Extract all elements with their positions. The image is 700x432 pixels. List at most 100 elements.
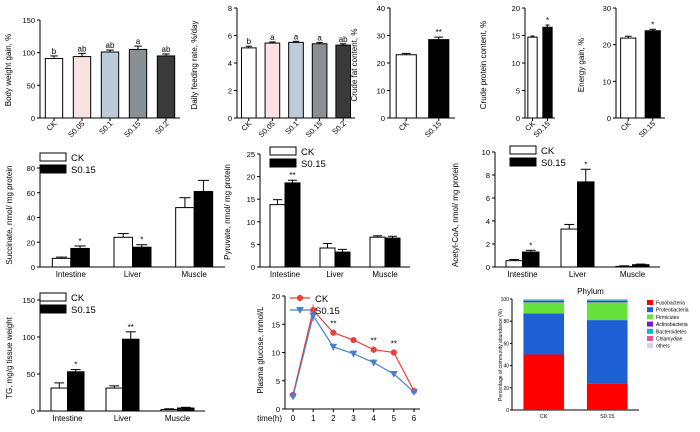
x-tick-label: 0 [291,414,296,423]
y-tick-label: 40 [503,364,509,370]
stack-segment [586,383,628,410]
legend-swatch [647,300,653,305]
bar [311,43,328,119]
y-tick-label: 8 [228,4,232,13]
y-tick-label: 30 [603,4,611,13]
bar-ck [160,409,178,412]
significance-label: ab [339,35,348,44]
legend-label: Proteobacteria [656,308,689,314]
bar-s015 [67,371,85,412]
significance-label: * [79,237,82,246]
stack-segment [586,299,628,301]
x-tick-label: S0.15 [532,119,552,139]
y-tick-label: 20 [512,4,520,13]
legend-swatch [647,321,653,327]
significance-label: ** [330,319,336,328]
marker-triangle [309,312,318,320]
y-tick-label: 5 [251,240,255,249]
bar-chart-p3: 0 10 20 30 40 Crude fat content, % CK ** S0.15 [350,4,455,139]
y-tick-label: 4 [486,217,490,226]
y-tick-label: 60 [27,189,35,198]
legend-label: Bacteroidetes [656,329,687,335]
y-tick-label: 5 [516,87,520,96]
significance-label: a [136,37,141,46]
bar [542,26,553,119]
bar-s015 [70,247,90,268]
x-tick-label: Intestine [52,414,83,423]
y-tick-label: 0 [516,114,520,123]
bar-s015 [577,181,595,268]
y-tick-label: 10 [247,218,255,227]
significance-label: * [584,160,587,169]
bar-s015 [132,246,152,268]
x-tick-label: CK [540,414,548,420]
bar [128,48,148,119]
legend-label: Actinobacteria [656,322,688,328]
marker-circle [390,349,397,356]
bar-s015 [384,237,401,268]
significance-label: ** [371,336,377,345]
legend-swatch [647,336,653,341]
legend-label: CK [315,294,329,305]
significance-label: * [74,361,77,370]
significance-label: ab [162,45,171,54]
x-tick-label: 5 [392,414,397,423]
x-tick-label: Intestine [507,270,538,279]
stack-segment [586,320,628,384]
y-tick-label: 10 [512,59,520,68]
chart-title: Phylum [577,287,604,296]
y-tick-label: 2 [486,240,490,249]
significance-label: * [546,16,549,25]
stack-segment [523,302,565,314]
y-axis-title: Energy gain, % [577,38,586,92]
y-tick-label: 100 [501,297,510,303]
x-tick-label: S0.05 [66,119,86,139]
y-tick-label: 25 [247,150,255,159]
legend-swatch [647,343,653,349]
y-tick-label: 5 [276,377,280,386]
stack-segment [586,300,628,303]
bar-ck [615,265,633,268]
y-axis-title: Daily feeding rate, %/day [190,21,199,110]
stack-segment [523,300,565,301]
y-axis-title: Acetyl-CoA, nmol/ mg protein [451,163,460,267]
legend-label: CK [71,153,85,164]
x-tick-label: Liver [569,270,587,279]
bar [428,39,450,119]
significance-label: ** [436,28,442,37]
bar-s015 [122,338,140,412]
bar-ck [113,236,133,268]
y-tick-label: 0 [31,263,35,272]
bar-chart-p1: 0 50 100 150 Body weight gain, % b CK ab S0.05 ab… [4,16,180,139]
legend-swatch [269,158,297,168]
stack-segment [523,300,565,303]
bar [395,54,417,119]
x-tick-label: S0.2 [330,119,347,136]
x-axis-title: time(h) [257,414,282,423]
y-tick-label: 150 [22,16,35,25]
x-tick-label: S0.15 [122,119,142,139]
y-tick-label: 6 [486,194,490,203]
bar-s015 [177,407,195,412]
x-tick-label: S0.15 [304,119,324,139]
y-tick-label: 6 [228,32,232,41]
y-axis-title: Plasma glucose, mmol/L [256,306,265,394]
y-tick-label: 15 [247,195,255,204]
grouped-bar-chart-p7: 0 5 10 15 20 25 Pyruvate, nmol/ mg protein ** In… [223,146,410,279]
legend-swatch [39,152,67,162]
marker-circle [296,294,304,302]
bar [644,30,661,119]
y-tick-label: 15 [272,320,280,329]
bar-ck [50,387,68,412]
y-tick-label: 10 [482,148,490,157]
y-axis-title: Crude protein content, % [479,21,488,110]
y-tick-label: 4 [228,59,232,68]
x-tick-label: 6 [412,414,417,423]
y-tick-label: 40 [27,214,35,223]
bar-ck [319,247,336,268]
bar [527,36,538,119]
marker-circle [370,346,377,353]
y-axis-title: TG, mg/g tissue weight [5,316,14,399]
y-tick-label: 150 [22,296,35,305]
y-tick-label: 20 [603,41,611,50]
